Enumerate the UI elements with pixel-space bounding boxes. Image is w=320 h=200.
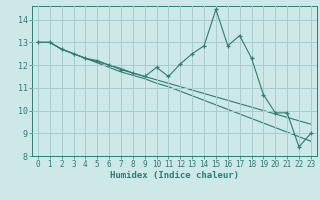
X-axis label: Humidex (Indice chaleur): Humidex (Indice chaleur): [110, 171, 239, 180]
